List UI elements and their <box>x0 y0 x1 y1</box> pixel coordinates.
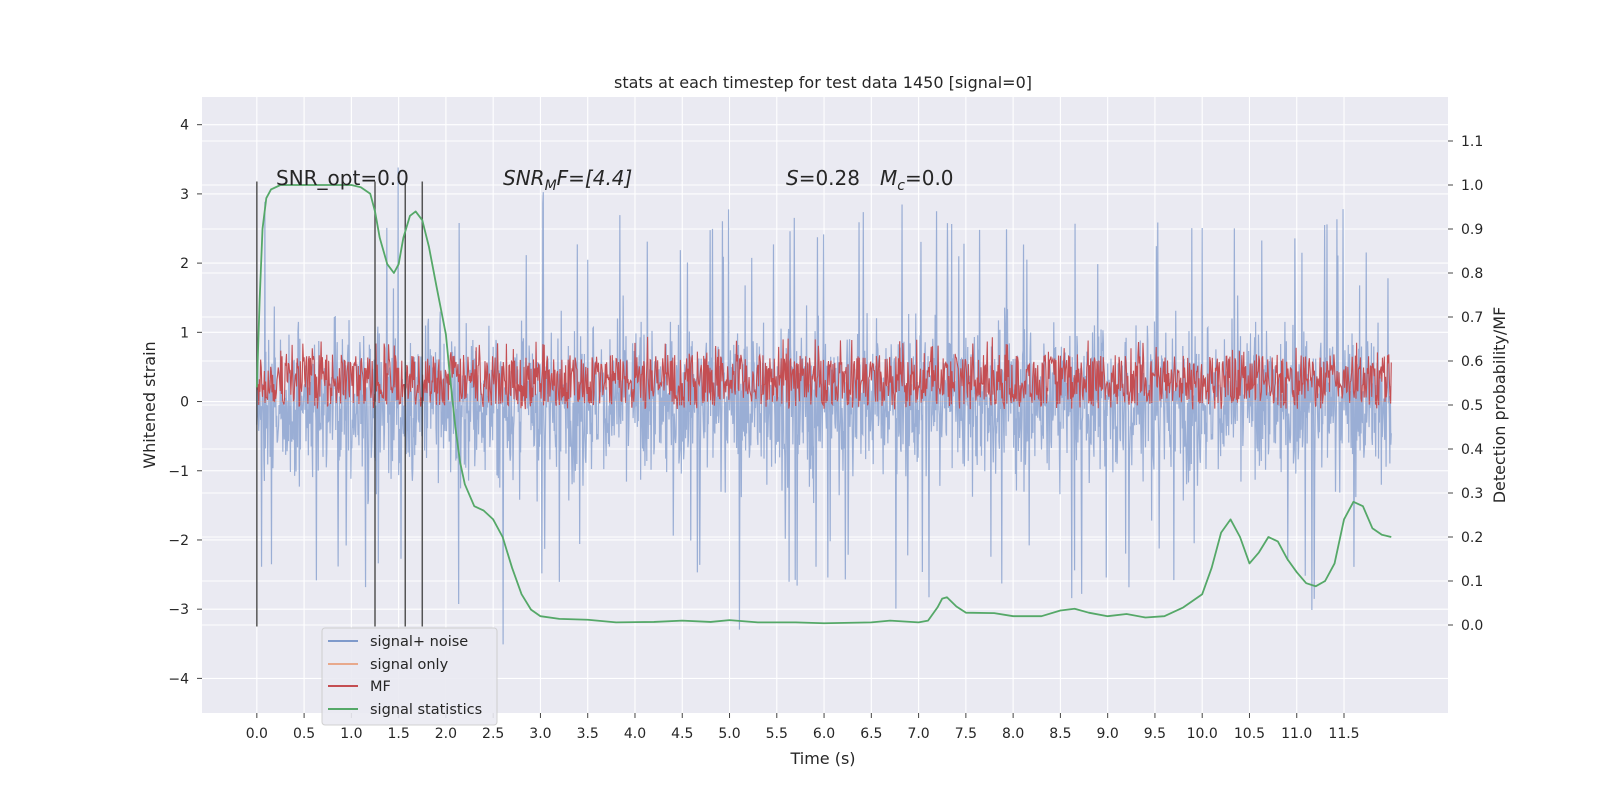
legend: signal+ noise signal only MF signal stat… <box>321 627 498 726</box>
y-right-tick-label: 0.5 <box>1461 398 1483 414</box>
x-tick-label: 5.0 <box>718 726 740 742</box>
x-tick-label: 0.5 <box>293 726 315 742</box>
x-axis-ticks: 0.0 0.5 1.0 1.5 2.0 2.5 3.0 3.5 4.0 4.5 5.0 5.5 6.0 6… <box>246 713 1360 742</box>
y-right-tick-label: 0.1 <box>1461 574 1483 590</box>
y-right-tick-label: 0.8 <box>1461 266 1483 282</box>
x-tick-label: 1.0 <box>340 726 362 742</box>
x-tick-label: 0.0 <box>246 726 268 742</box>
legend-label-signal-noise: signal+ noise <box>370 634 468 650</box>
x-tick-label: 11.5 <box>1328 726 1359 742</box>
signal-statistics-line <box>255 184 1392 625</box>
x-tick-label: 6.0 <box>813 726 835 742</box>
y-left-tick-label: 1 <box>180 325 189 341</box>
y-left-tick-label: −4 <box>168 671 189 687</box>
x-tick-label: 4.0 <box>624 726 646 742</box>
x-tick-label: 5.5 <box>766 726 788 742</box>
x-tick-label: 6.5 <box>860 726 882 742</box>
y-right-tick-label: 0.4 <box>1461 442 1483 458</box>
x-tick-label: 7.0 <box>907 726 929 742</box>
snr-mf-annotation: SNRMF=[4.4] <box>503 166 632 194</box>
mc-main: M <box>880 166 897 190</box>
y-left-tick-label: 4 <box>180 118 189 134</box>
legend-label-mf: MF <box>370 679 391 695</box>
x-tick-label: 2.5 <box>482 726 504 742</box>
y-left-tick-label: −3 <box>168 602 189 618</box>
mc-sub: c <box>897 178 905 194</box>
y-left-tick-label: 2 <box>180 256 189 272</box>
x-tick-label: 11.0 <box>1281 726 1312 742</box>
s-annotation: S=0.28 <box>786 166 860 190</box>
vertical-markers <box>256 181 424 627</box>
x-tick-label: 7.5 <box>955 726 977 742</box>
legend-box <box>321 627 498 726</box>
x-tick-label: 8.5 <box>1049 726 1071 742</box>
legend-label-signal-only: signal only <box>370 657 449 673</box>
x-tick-label: 1.5 <box>388 726 410 742</box>
x-tick-label: 9.0 <box>1097 726 1119 742</box>
x-tick-label: 10.0 <box>1187 726 1218 742</box>
y-right-tick-label: 0.0 <box>1461 618 1483 634</box>
snr-mf-main: SNR <box>503 166 545 190</box>
x-axis-label: Time (s) <box>789 749 855 768</box>
y-left-tick-label: −1 <box>168 464 189 480</box>
legend-label-signal-statistics: signal statistics <box>370 702 482 718</box>
y-left-tick-label: −2 <box>168 533 189 549</box>
s-label: S <box>786 166 799 190</box>
snr-opt-annotation: SNR_opt=0.0 <box>276 166 409 190</box>
s-value: =0.28 <box>799 166 860 190</box>
signal-statistics-series <box>255 184 1392 625</box>
y-right-tick-label: 0.7 <box>1461 310 1483 326</box>
y-right-tick-label: 0.2 <box>1461 530 1483 546</box>
y-right-axis-label: Detection probability/MF <box>1490 307 1509 504</box>
x-tick-label: 3.5 <box>577 726 599 742</box>
mc-annotation: Mc=0.0 <box>880 166 954 194</box>
x-tick-label: 3.0 <box>529 726 551 742</box>
mc-value: =0.0 <box>905 166 954 190</box>
y-left-tick-label: 0 <box>180 395 189 411</box>
x-tick-label: 8.0 <box>1002 726 1024 742</box>
x-tick-label: 4.5 <box>671 726 693 742</box>
mf-series <box>256 336 1392 410</box>
y-left-tick-label: 3 <box>180 187 189 203</box>
y-left-axis-ticks: −4 −3 −2 −1 0 1 2 3 4 <box>168 118 202 687</box>
x-tick-label: 2.0 <box>435 726 457 742</box>
mf-line <box>256 336 1392 410</box>
y-right-tick-label: 0.6 <box>1461 354 1483 370</box>
snr-mf-sub: M <box>545 178 557 194</box>
y-right-tick-label: 1.0 <box>1461 178 1483 194</box>
y-right-tick-label: 1.1 <box>1461 134 1483 150</box>
snr-mf-rest: F=[4.4] <box>557 166 633 190</box>
y-right-tick-label: 0.3 <box>1461 486 1483 502</box>
chart-title: stats at each timestep for test data 145… <box>614 73 1032 92</box>
x-tick-label: 10.5 <box>1234 726 1265 742</box>
x-tick-label: 9.5 <box>1144 726 1166 742</box>
y-left-axis-label: Whitened strain <box>140 341 159 468</box>
y-right-axis-ticks: 0.0 0.1 0.2 0.3 0.4 0.5 0.6 0.7 0.8 0.9 1.0 1.1 <box>1448 134 1483 634</box>
y-right-tick-label: 0.9 <box>1461 222 1483 238</box>
